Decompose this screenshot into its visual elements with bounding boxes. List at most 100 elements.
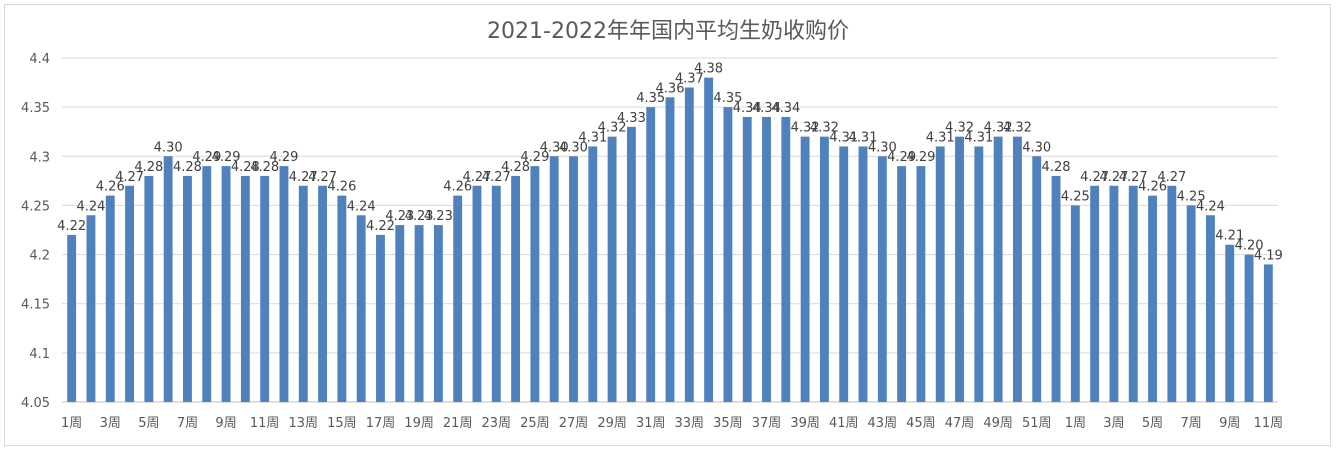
bar bbox=[646, 107, 656, 403]
data-label: 4.29 bbox=[192, 150, 221, 165]
data-label: 4.29 bbox=[887, 150, 916, 165]
data-label: 4.34 bbox=[771, 101, 800, 116]
x-tick-label: 19周 bbox=[404, 416, 434, 431]
bar bbox=[1225, 244, 1235, 402]
x-tick-label: 13周 bbox=[288, 416, 318, 431]
x-tick-label: 35周 bbox=[713, 416, 743, 431]
x-tick-label: 25周 bbox=[520, 416, 550, 431]
data-label: 4.32 bbox=[598, 121, 627, 136]
x-tick-label: 7周 bbox=[1181, 416, 1202, 431]
bar bbox=[240, 175, 250, 402]
data-label: 4.27 bbox=[1119, 170, 1148, 185]
x-tick-label: 37周 bbox=[752, 416, 782, 431]
bar bbox=[1128, 185, 1138, 402]
data-label: 4.27 bbox=[1080, 170, 1109, 185]
data-label: 4.26 bbox=[1138, 180, 1167, 195]
x-tick-label: 15周 bbox=[327, 416, 357, 431]
bar bbox=[1263, 264, 1273, 402]
bar bbox=[279, 166, 289, 402]
data-label: 4.26 bbox=[443, 180, 472, 195]
bar bbox=[1244, 254, 1254, 402]
y-tick-label: 4.1 bbox=[29, 347, 50, 362]
bar bbox=[800, 136, 810, 402]
bar bbox=[1186, 205, 1196, 402]
bar bbox=[453, 195, 463, 402]
bar bbox=[858, 146, 868, 402]
x-tick-label: 39周 bbox=[790, 416, 820, 431]
data-label: 4.29 bbox=[906, 150, 935, 165]
x-axis-ticks: 1周 3周 5周 7周 9周 11周 13周 15周 17周 19周 21周 23周 25周 27周 29周… bbox=[61, 416, 1283, 431]
x-tick-label: 1周 bbox=[61, 416, 82, 431]
bar bbox=[1090, 185, 1100, 402]
x-tick-label: 51周 bbox=[1022, 416, 1052, 431]
data-label: 4.36 bbox=[656, 81, 685, 96]
y-tick-label: 4.2 bbox=[29, 249, 50, 264]
data-label: 4.32 bbox=[1003, 121, 1032, 136]
bar bbox=[395, 225, 405, 402]
data-label: 4.28 bbox=[501, 160, 530, 175]
data-label: 4.24 bbox=[347, 199, 376, 214]
bar bbox=[472, 185, 482, 402]
x-tick-label: 45周 bbox=[906, 416, 936, 431]
bar bbox=[993, 136, 1003, 402]
data-label: 4.29 bbox=[269, 150, 298, 165]
data-label: 4.27 bbox=[115, 170, 144, 185]
data-label: 4.25 bbox=[1061, 189, 1090, 204]
data-label: 4.29 bbox=[212, 150, 241, 165]
data-label: 4.21 bbox=[1215, 229, 1244, 244]
x-tick-label: 11周 bbox=[1254, 416, 1284, 431]
bar bbox=[684, 87, 694, 402]
bar bbox=[144, 175, 154, 402]
bar bbox=[974, 146, 984, 402]
bar bbox=[125, 185, 134, 402]
bar bbox=[1032, 156, 1042, 402]
bar bbox=[530, 166, 540, 402]
data-label: 4.24 bbox=[76, 199, 105, 214]
data-label: 4.31 bbox=[849, 130, 878, 145]
bar bbox=[356, 215, 366, 402]
x-tick-label: 11周 bbox=[250, 416, 280, 431]
bar bbox=[1206, 215, 1215, 402]
bar bbox=[318, 185, 328, 402]
bar bbox=[935, 146, 945, 402]
bar bbox=[67, 234, 77, 402]
data-label: 4.28 bbox=[1042, 160, 1071, 175]
data-label: 4.35 bbox=[713, 91, 742, 106]
data-label: 4.32 bbox=[791, 121, 820, 136]
data-label: 4.28 bbox=[134, 160, 163, 175]
bar bbox=[742, 116, 752, 402]
data-label: 4.24 bbox=[1196, 199, 1225, 214]
bar bbox=[1148, 195, 1157, 402]
x-tick-label: 17周 bbox=[366, 416, 396, 431]
bar bbox=[433, 225, 443, 402]
data-label: 4.31 bbox=[578, 130, 607, 145]
data-label: 4.28 bbox=[250, 160, 279, 175]
bar bbox=[298, 185, 308, 402]
bar bbox=[704, 77, 714, 403]
bar bbox=[877, 156, 887, 402]
data-label: 4.32 bbox=[984, 121, 1013, 136]
data-label: 4.22 bbox=[57, 219, 86, 234]
x-tick-label: 1周 bbox=[1065, 416, 1086, 431]
data-label: 4.23 bbox=[424, 209, 453, 224]
x-tick-label: 31周 bbox=[636, 416, 666, 431]
y-tick-label: 4.05 bbox=[21, 396, 50, 411]
bar bbox=[819, 136, 829, 402]
y-tick-label: 4.25 bbox=[21, 199, 50, 214]
x-tick-label: 33周 bbox=[675, 416, 705, 431]
bar bbox=[202, 166, 212, 402]
x-tick-label: 9周 bbox=[1219, 416, 1240, 431]
bar bbox=[723, 107, 733, 403]
data-label: 4.30 bbox=[154, 140, 183, 155]
bar bbox=[376, 234, 385, 402]
x-tick-label: 49周 bbox=[983, 416, 1013, 431]
data-label: 4.27 bbox=[308, 170, 337, 185]
bar bbox=[260, 175, 270, 402]
data-label: 4.30 bbox=[559, 140, 588, 155]
bar bbox=[86, 215, 96, 402]
bar bbox=[916, 166, 926, 402]
bar bbox=[183, 175, 192, 402]
bar bbox=[1051, 175, 1061, 402]
data-label: 4.31 bbox=[964, 130, 993, 145]
data-label: 4.34 bbox=[752, 101, 781, 116]
